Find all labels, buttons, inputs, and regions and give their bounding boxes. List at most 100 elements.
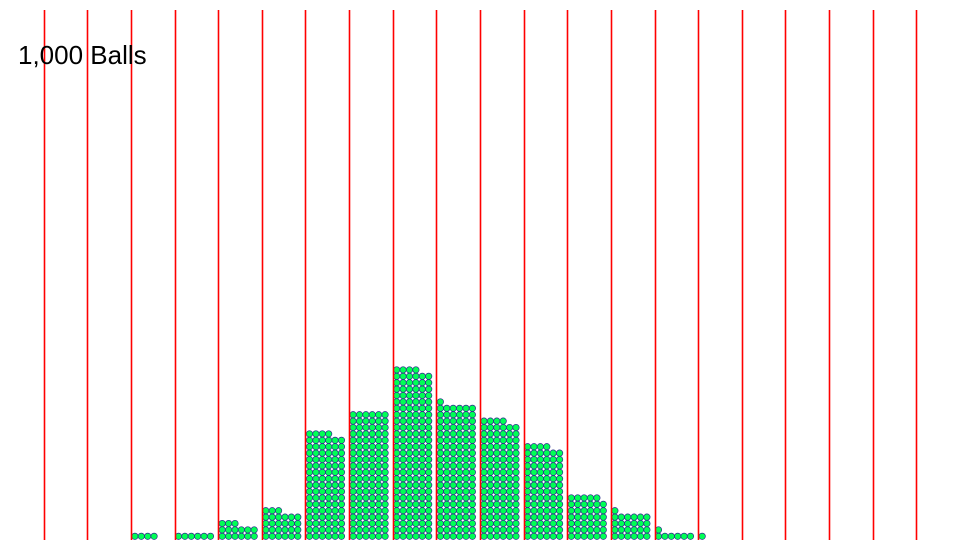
ball <box>325 436 333 444</box>
ball <box>611 526 619 534</box>
ball <box>318 436 326 444</box>
ball <box>305 487 314 496</box>
ball <box>524 475 532 483</box>
ball <box>493 436 501 444</box>
ball <box>250 526 258 534</box>
ball <box>499 513 507 521</box>
ball <box>425 487 433 496</box>
ball <box>225 526 233 534</box>
ball <box>630 532 638 540</box>
ball <box>549 500 557 508</box>
ball <box>556 526 564 534</box>
ball <box>499 475 507 483</box>
ball <box>399 385 407 393</box>
ball <box>462 436 470 444</box>
ball <box>493 519 501 528</box>
ball <box>362 411 370 419</box>
ball <box>405 372 414 380</box>
ball <box>436 513 444 521</box>
ball <box>312 526 320 534</box>
ball <box>436 449 444 457</box>
ball <box>512 436 520 444</box>
ball <box>443 507 451 515</box>
ball <box>325 449 333 457</box>
ball <box>499 532 507 540</box>
ball <box>599 507 607 515</box>
ball <box>436 507 444 515</box>
balls-layer <box>131 366 706 540</box>
ball <box>305 519 314 528</box>
ball <box>624 526 632 534</box>
ball <box>436 494 444 502</box>
ball <box>355 443 364 451</box>
ball <box>399 494 407 502</box>
ball <box>599 513 607 521</box>
ball <box>375 526 383 534</box>
ball <box>624 532 632 540</box>
ball <box>375 455 383 464</box>
ball <box>405 462 414 470</box>
ball <box>493 455 501 464</box>
ball <box>362 455 370 464</box>
ball <box>567 494 575 502</box>
ball <box>449 481 457 489</box>
ball <box>337 481 346 489</box>
ball <box>325 487 333 496</box>
ball <box>418 468 426 476</box>
ball <box>486 468 494 476</box>
ball <box>405 481 414 489</box>
ball <box>418 500 426 508</box>
ball <box>530 443 538 451</box>
ball <box>580 507 588 515</box>
ball <box>462 519 470 528</box>
ball <box>312 500 320 508</box>
ball <box>611 507 619 515</box>
ball <box>462 462 470 470</box>
ball <box>512 494 520 502</box>
ball <box>405 404 414 412</box>
ball <box>524 462 532 470</box>
ball <box>556 500 564 508</box>
ball <box>393 366 401 374</box>
ball <box>443 443 451 451</box>
ball <box>524 507 532 515</box>
ball <box>549 494 557 502</box>
ball <box>368 462 376 470</box>
ball <box>425 398 433 406</box>
ball <box>294 532 302 540</box>
ball <box>593 507 601 515</box>
ball <box>456 404 464 412</box>
ball <box>405 519 414 528</box>
ball <box>362 500 370 508</box>
ball <box>375 430 383 438</box>
ball <box>468 417 476 425</box>
ball <box>593 532 601 540</box>
ball <box>399 481 407 489</box>
ball <box>412 404 420 412</box>
ball <box>418 404 426 412</box>
ball <box>355 475 364 483</box>
ball <box>549 487 557 496</box>
ball <box>599 519 607 528</box>
ball <box>480 443 488 451</box>
ball <box>381 411 389 419</box>
ball <box>599 532 607 540</box>
ball <box>355 494 364 502</box>
ball <box>262 526 270 534</box>
ball <box>506 455 514 464</box>
ball <box>462 481 470 489</box>
ball <box>499 443 507 451</box>
ball <box>486 532 494 540</box>
ball <box>368 513 376 521</box>
ball <box>436 462 444 470</box>
ball <box>355 423 364 432</box>
ball <box>399 436 407 444</box>
ball <box>312 494 320 502</box>
ball <box>449 513 457 521</box>
ball <box>486 475 494 483</box>
ball <box>399 507 407 515</box>
ball <box>499 455 507 464</box>
ball <box>355 468 364 476</box>
ball <box>412 532 420 540</box>
ball <box>281 513 289 521</box>
